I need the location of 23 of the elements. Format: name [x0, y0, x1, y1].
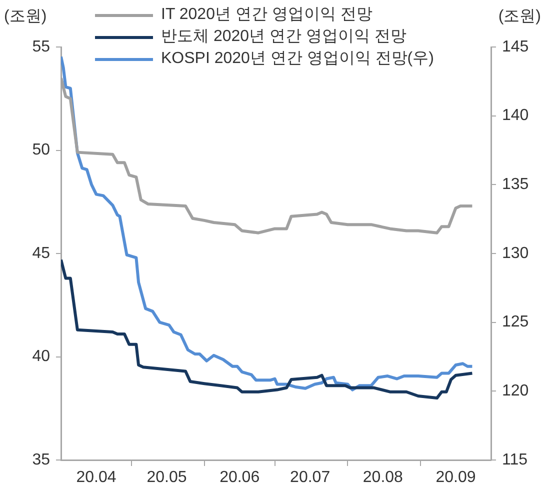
y2-tick-label: 115: [502, 451, 528, 468]
y-tick-label: 50: [32, 142, 50, 159]
y-tick-label: 40: [32, 348, 50, 366]
legend-label: IT 2020년 연간 영업이익 전망: [161, 5, 372, 25]
y-axis-title: (조원): [4, 7, 47, 27]
legend-label: 반도체 2020년 연간 영업이익 전망: [161, 27, 406, 47]
y2-tick-label: 140: [502, 107, 529, 124]
y2-tick-label: 145: [502, 38, 529, 56]
y2-tick-label: 125: [502, 314, 529, 331]
y2-tick-label: 135: [502, 176, 529, 194]
y-tick-label: 55: [32, 38, 50, 56]
x-tick-label: 20.09: [436, 469, 476, 486]
legend-label: KOSPI 2020년 연간 영업이익 전망(우): [161, 49, 434, 69]
y2-axis-title: (조원): [498, 7, 541, 27]
y2-tick-label: 120: [502, 382, 529, 400]
y-tick-label: 45: [32, 244, 50, 262]
x-tick-label: 20.04: [76, 469, 116, 486]
x-tick-label: 20.05: [146, 469, 187, 486]
x-tick-label: 20.08: [362, 469, 404, 486]
y-tick-label: 35: [32, 451, 50, 468]
y2-tick-label: 130: [502, 244, 529, 262]
x-tick-label: 20.07: [290, 469, 330, 486]
x-tick-label: 20.06: [220, 469, 260, 486]
